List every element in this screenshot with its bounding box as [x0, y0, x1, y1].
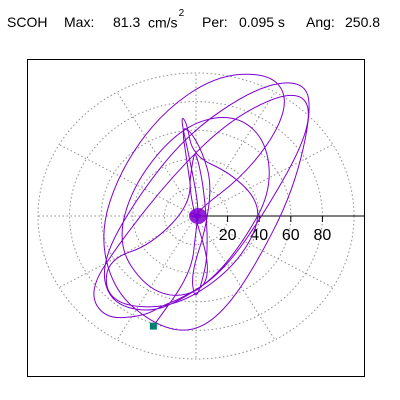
- station-code: SCOH: [7, 14, 48, 30]
- grid-spoke-240: [116, 215, 197, 341]
- radial-tick-label-80: 80: [314, 227, 332, 244]
- radial-tick-label-40: 40: [250, 227, 268, 244]
- peak-marker: [149, 322, 157, 330]
- radial-tick-label-60: 60: [282, 227, 300, 244]
- grid-spoke-330: [195, 215, 334, 288]
- grid-spoke-120: [116, 91, 197, 217]
- grid-spoke-150: [58, 144, 197, 217]
- period-label: Per:: [202, 14, 228, 30]
- max-unit-text: cm/s: [148, 14, 178, 31]
- angle-value: 250.8: [345, 14, 381, 30]
- radial-axis: 20 40 60 80: [196, 215, 365, 244]
- period-value: 0.095 s: [239, 14, 285, 30]
- max-value: 81.3: [113, 14, 141, 30]
- peak-marker-layer: [149, 322, 157, 330]
- trace-center-cluster: [189, 208, 207, 224]
- motion-trace: [93, 73, 310, 331]
- grid-spoke-30: [195, 144, 334, 217]
- grid-spoke-300: [195, 215, 276, 341]
- radial-tick-label-20: 20: [219, 227, 237, 244]
- max-unit: cm/s2: [148, 8, 184, 31]
- max-label: Max:: [64, 14, 95, 30]
- motion-trace-layer: [93, 73, 310, 331]
- grid-spoke-210: [58, 215, 197, 288]
- plot-header: SCOH Max: 81.3 cm/s2 Per: 0.095 s Ang: 2…: [0, 8, 400, 36]
- angle-label: Ang:: [306, 14, 335, 30]
- grid-spoke-60: [195, 91, 276, 217]
- max-unit-power: 2: [178, 8, 185, 19]
